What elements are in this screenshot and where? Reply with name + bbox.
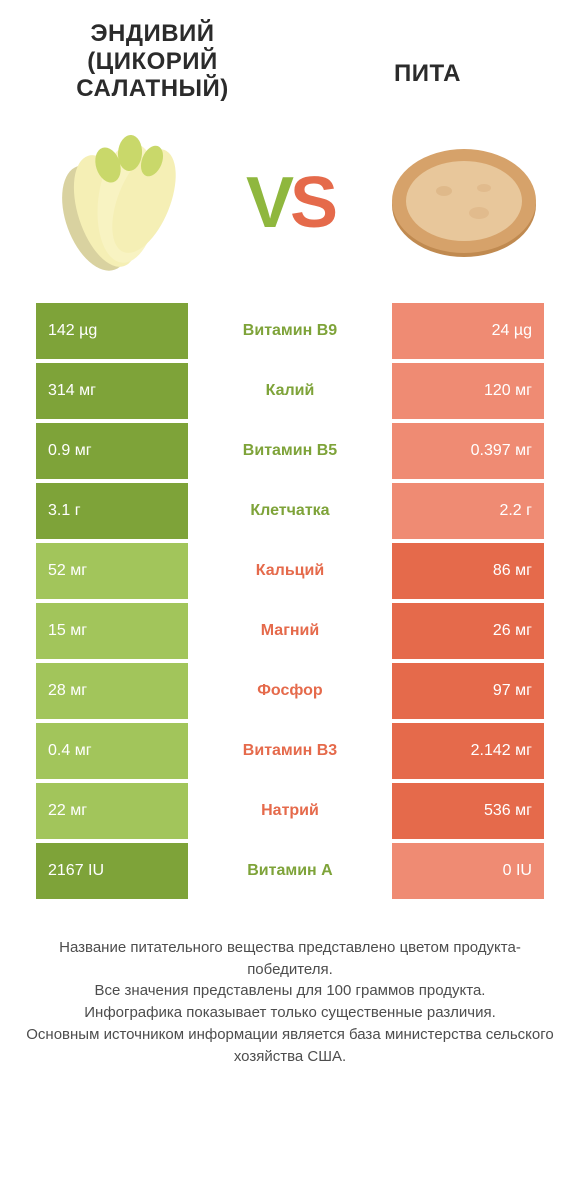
- right-value-cell: 24 µg: [392, 303, 544, 359]
- left-food-title: ЭНДИВИЙ (ЦИКОРИЙ САЛАТНЫЙ): [40, 20, 265, 103]
- vs-s: S: [290, 162, 334, 244]
- footnote-line: Основным источником информации является …: [26, 1026, 553, 1065]
- right-value-cell: 2.142 мг: [392, 723, 544, 779]
- table-row: 52 мгКальций86 мг: [36, 543, 544, 599]
- vs-v: V: [246, 162, 290, 244]
- nutrient-label-cell: Витамин B9: [188, 303, 391, 359]
- right-value-cell: 97 мг: [392, 663, 544, 719]
- left-value-cell: 142 µg: [36, 303, 188, 359]
- table-row: 2167 IUВитамин A0 IU: [36, 843, 544, 899]
- footnote-line: Инфографика показывает только существенн…: [84, 1004, 496, 1021]
- left-value-cell: 28 мг: [36, 663, 188, 719]
- right-value-cell: 120 мг: [392, 363, 544, 419]
- table-row: 22 мгНатрий536 мг: [36, 783, 544, 839]
- left-value-cell: 22 мг: [36, 783, 188, 839]
- table-row: 28 мгФосфор97 мг: [36, 663, 544, 719]
- title-line: ЭНДИВИЙ: [90, 20, 214, 47]
- right-food-title: ПИТА: [315, 20, 540, 88]
- left-value-cell: 0.9 мг: [36, 423, 188, 479]
- left-value-cell: 52 мг: [36, 543, 188, 599]
- title-line: САЛАТНЫЙ): [76, 75, 229, 102]
- nutrient-label-cell: Калий: [188, 363, 391, 419]
- endive-illustration: [36, 123, 196, 283]
- table-row: 0.4 мгВитамин B32.142 мг: [36, 723, 544, 779]
- right-value-cell: 2.2 г: [392, 483, 544, 539]
- nutrient-label-cell: Клетчатка: [188, 483, 391, 539]
- footnote-line: Название питательного вещества представл…: [59, 939, 521, 978]
- nutrient-label-cell: Натрий: [188, 783, 391, 839]
- header: ЭНДИВИЙ (ЦИКОРИЙ САЛАТНЫЙ) ПИТА: [0, 0, 580, 113]
- nutrient-label-cell: Витамин B5: [188, 423, 391, 479]
- right-value-cell: 0.397 мг: [392, 423, 544, 479]
- nutrition-table: 142 µgВитамин B924 µg314 мгКалий120 мг0.…: [0, 303, 580, 899]
- nutrient-label-cell: Витамин A: [188, 843, 391, 899]
- table-row: 314 мгКалий120 мг: [36, 363, 544, 419]
- title-line: (ЦИКОРИЙ: [87, 48, 218, 75]
- left-value-cell: 0.4 мг: [36, 723, 188, 779]
- right-value-cell: 536 мг: [392, 783, 544, 839]
- image-row: VS: [0, 113, 580, 303]
- left-value-cell: 314 мг: [36, 363, 188, 419]
- right-value-cell: 0 IU: [392, 843, 544, 899]
- nutrient-label-cell: Кальций: [188, 543, 391, 599]
- right-value-cell: 26 мг: [392, 603, 544, 659]
- nutrient-label-cell: Витамин B3: [188, 723, 391, 779]
- left-value-cell: 2167 IU: [36, 843, 188, 899]
- nutrient-label-cell: Фосфор: [188, 663, 391, 719]
- table-row: 142 µgВитамин B924 µg: [36, 303, 544, 359]
- pita-illustration: [384, 123, 544, 283]
- footnote: Название питательного вещества представл…: [0, 903, 580, 1068]
- table-row: 15 мгМагний26 мг: [36, 603, 544, 659]
- table-row: 3.1 гКлетчатка2.2 г: [36, 483, 544, 539]
- table-row: 0.9 мгВитамин B50.397 мг: [36, 423, 544, 479]
- nutrient-label-cell: Магний: [188, 603, 391, 659]
- title-line: ПИТА: [394, 60, 461, 87]
- vs-label: VS: [246, 162, 334, 244]
- left-value-cell: 15 мг: [36, 603, 188, 659]
- right-value-cell: 86 мг: [392, 543, 544, 599]
- left-value-cell: 3.1 г: [36, 483, 188, 539]
- footnote-line: Все значения представлены для 100 граммо…: [95, 982, 486, 999]
